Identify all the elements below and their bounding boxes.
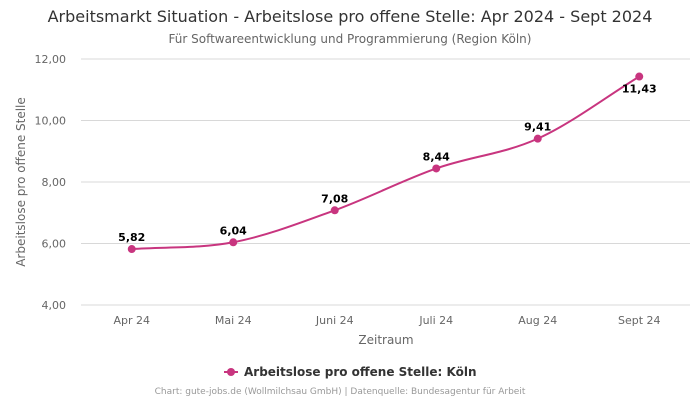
x-tick-label: Mai 24 [215,314,252,327]
y-tick-label: 8,00 [42,176,67,189]
x-tick-label: Apr 24 [113,314,150,327]
data-label: 6,04 [220,224,247,237]
legend-label[interactable]: Arbeitslose pro offene Stelle: Köln [244,365,476,379]
data-point[interactable] [127,245,136,254]
data-labels: 5,82 6,04 7,08 8,44 9,41 11,43 [118,83,656,245]
y-axis-title: Arbeitslose pro offene Stelle [14,97,28,267]
x-tick-label: Juni 24 [315,314,354,327]
chart-subtitle: Für Softwareentwicklung und Programmieru… [169,32,532,46]
gridlines [81,58,690,306]
data-point[interactable] [432,164,441,173]
x-tick-label: Juli 24 [418,314,453,327]
x-axis-title: Zeitraum [358,333,413,347]
y-tick-label: 6,00 [42,238,67,251]
y-tick-label: 12,00 [35,53,67,66]
legend-marker-dot [227,368,235,376]
data-point[interactable] [635,72,644,81]
data-label: 9,41 [524,121,551,134]
x-tick-label: Sept 24 [618,314,661,327]
data-point[interactable] [229,238,238,247]
x-tick-label: Aug 24 [518,314,557,327]
data-point[interactable] [533,134,542,143]
x-axis-ticks: Apr 24 Mai 24 Juni 24 Juli 24 Aug 24 Sept 24 [113,314,660,327]
y-tick-label: 10,00 [35,115,67,128]
chart-title: Arbeitsmarkt Situation - Arbeitslose pro… [48,7,653,26]
data-label: 8,44 [423,150,450,163]
data-label: 5,82 [118,231,145,244]
data-point[interactable] [330,206,339,215]
legend[interactable]: Arbeitslose pro offene Stelle: Köln [224,365,476,379]
data-label: 7,08 [321,192,348,205]
data-label: 11,43 [622,83,657,96]
y-tick-label: 4,00 [42,299,67,312]
y-axis-ticks: 4,00 6,00 8,00 10,00 12,00 [35,53,67,312]
series-group [127,72,644,254]
series-line [131,75,640,251]
chart-credits: Chart: gute-jobs.de (Wollmilchsau GmbH) … [155,387,526,397]
